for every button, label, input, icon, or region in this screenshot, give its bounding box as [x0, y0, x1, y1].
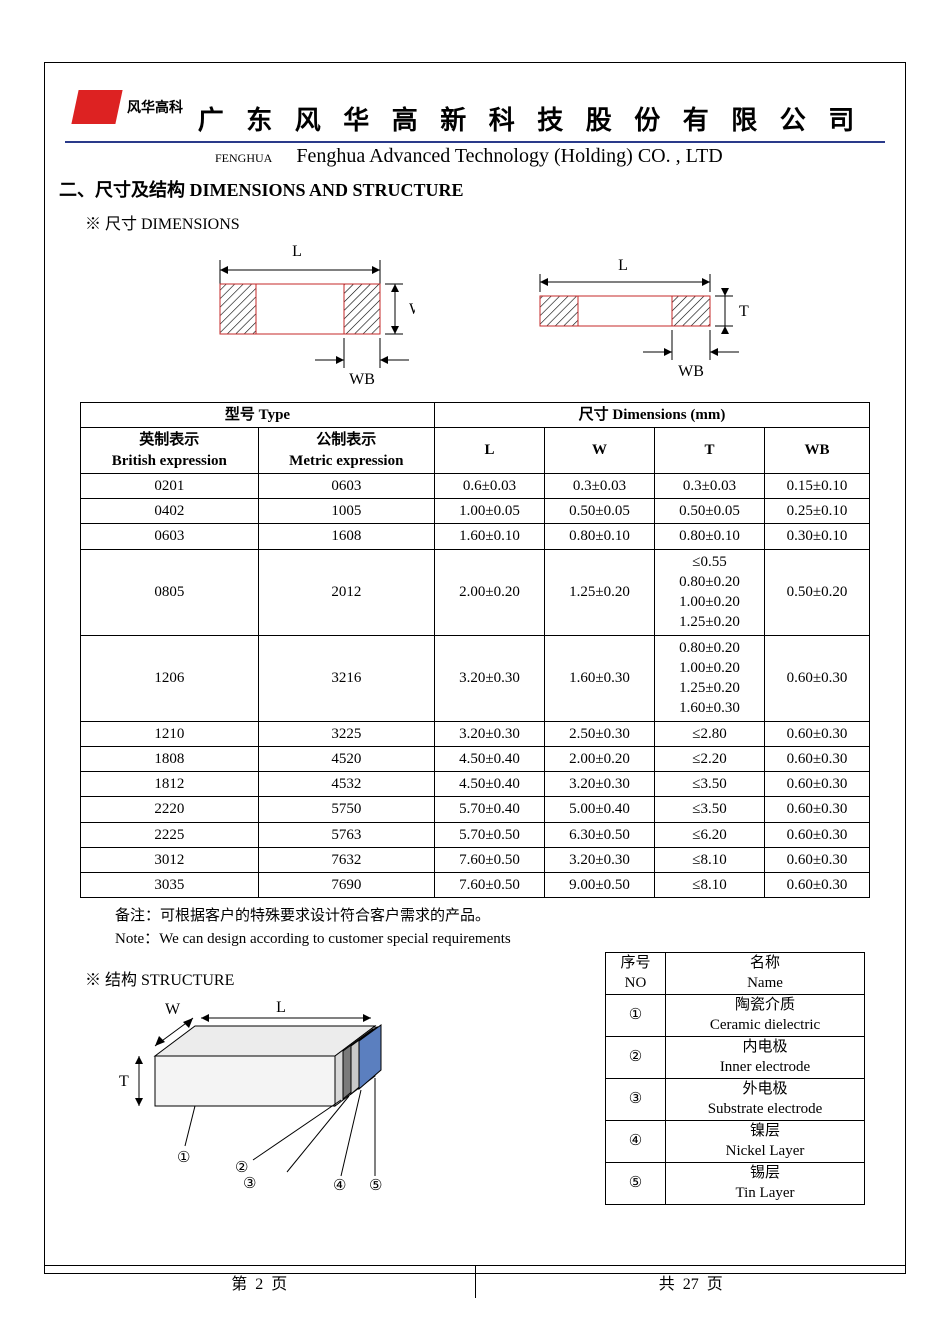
- footer-left: 第 2 页: [44, 1266, 476, 1298]
- page-header: 风华高科 广 东 风 华 高 新 科 技 股 份 有 限 公 司 FENGHUA…: [45, 60, 905, 168]
- header-divider: [65, 141, 885, 143]
- logo-icon: [71, 90, 122, 124]
- fenghua-label: FENGHUA: [215, 151, 272, 166]
- page-border: [44, 62, 906, 1274]
- company-name-en: Fenghua Advanced Technology (Holding) CO…: [296, 145, 722, 168]
- company-sub-row: FENGHUA Fenghua Advanced Technology (Hol…: [65, 145, 885, 168]
- logo-block: 风华高科: [75, 90, 183, 124]
- company-name-cn: 广 东 风 华 高 新 科 技 股 份 有 限 公 司: [65, 100, 885, 137]
- footer-right: 共 27 页: [476, 1266, 907, 1298]
- page-footer: 第 2 页 共 27 页: [44, 1265, 906, 1298]
- logo-text: 风华高科: [127, 97, 183, 117]
